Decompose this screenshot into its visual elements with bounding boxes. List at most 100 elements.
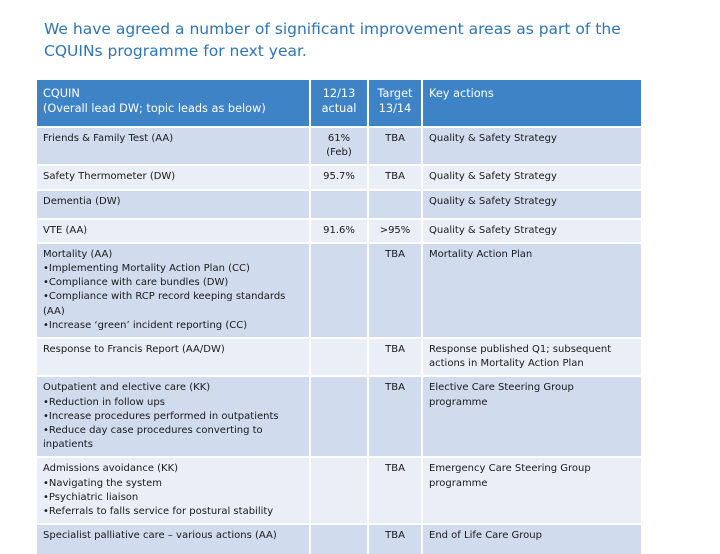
actual-cell: [310, 456, 369, 525]
cquin-name: Specialist palliative care – various act…: [43, 530, 277, 542]
cquin-bullet: •Reduce day case procedures converting t…: [43, 425, 263, 451]
table-header-row: CQUIN (Overall lead DW; topic leads as b…: [37, 80, 641, 127]
actual-cell: 91.6%: [310, 217, 369, 243]
header-actual-label: actual: [321, 102, 357, 115]
cquin-name: Admissions avoidance (KK): [43, 463, 179, 475]
actual-cell: [310, 523, 369, 554]
cquin-bullet: •Compliance with RCP record keeping stan…: [43, 291, 286, 317]
table-row: Response to Francis Report (AA/DW) TBA Res…: [37, 337, 641, 377]
target-value: TBA: [385, 463, 405, 475]
key-action-text: Response published Q1; subsequent: [429, 344, 612, 356]
actual-value: 95.7%: [323, 171, 355, 183]
target-cell: TBA: [368, 241, 423, 339]
key-action-text: Quality & Safety Strategy: [429, 133, 557, 144]
actual-cell: [310, 375, 369, 458]
actual-cell: 95.7%: [310, 164, 369, 190]
table-row: Admissions avoidance (KK) •Navigating the…: [37, 456, 641, 525]
header-target-year: 13/14: [378, 102, 412, 115]
cquin-name: Dementia (DW): [43, 195, 121, 207]
key-actions-cell: Mortality Action Plan: [422, 241, 641, 339]
cquin-cell: Mortality (AA) •Implementing Mortality Ac…: [37, 241, 311, 339]
key-actions-cell: Emergency Care Steering Group programme: [422, 456, 641, 525]
cquin-bullet: •Increase procedures performed in outpat…: [43, 410, 279, 422]
table-row: Specialist palliative care – various act…: [37, 523, 641, 554]
key-actions-cell: Elective Care Steering Group programme: [422, 375, 641, 458]
target-value: TBA: [385, 344, 405, 356]
key-action-text: Mortality Action Plan: [429, 248, 533, 260]
target-cell: [368, 188, 423, 219]
key-actions-cell: Quality & Safety Strategy: [422, 188, 641, 219]
key-action-text: Elective Care Steering Group programme: [429, 382, 574, 408]
header-actual-year: 12/13: [322, 87, 356, 100]
target-cell: >95%: [368, 217, 423, 243]
table-row: Friends & Family Test (AA) 61% (Feb) TBA Qua…: [37, 125, 641, 166]
key-action-text: End of Life Care Group: [429, 530, 542, 542]
cquin-bullet: •Referrals to falls service for postural…: [43, 506, 274, 518]
header-cquin: CQUIN (Overall lead DW; topic leads as b…: [37, 80, 311, 127]
key-action-text: programme: [429, 477, 488, 489]
actual-cell: [310, 337, 369, 377]
header-target: Target 13/14: [368, 80, 423, 127]
target-cell: TBA: [368, 164, 423, 190]
table-row: VTE (AA) 91.6% >95% Quality & Safety Strate…: [37, 217, 641, 243]
cquin-cell: Dementia (DW): [37, 188, 311, 219]
cquin-name: Safety Thermometer (DW): [43, 171, 176, 183]
cquin-cell: Safety Thermometer (DW): [37, 164, 311, 190]
key-actions-cell: End of Life Care Group: [422, 523, 641, 554]
cquin-bullet: •Navigating the system: [43, 477, 162, 489]
target-value: TBA: [385, 382, 405, 394]
target-value: TBA: [385, 133, 405, 144]
target-cell: TBA: [368, 337, 423, 377]
header-actual: 12/13 actual: [310, 80, 369, 127]
target-value: >95%: [379, 224, 411, 236]
cquin-name: Mortality (AA): [43, 248, 113, 260]
cquin-name: Outpatient and elective care (KK): [43, 382, 211, 394]
cquin-cell: Friends & Family Test (AA): [37, 125, 311, 166]
cquin-cell: Response to Francis Report (AA/DW): [37, 337, 311, 377]
cquin-name: Response to Francis Report (AA/DW): [43, 344, 225, 356]
actual-value: 91.6%: [323, 224, 355, 236]
actual-cell: [310, 241, 369, 339]
cquin-cell: Admissions avoidance (KK) •Navigating the…: [37, 456, 311, 525]
cquin-table: CQUIN (Overall lead DW; topic leads as b…: [37, 80, 641, 554]
cquin-cell: Specialist palliative care – various act…: [37, 523, 311, 554]
table-row: Outpatient and elective care (KK) •Reduct…: [37, 375, 641, 458]
cquin-bullet: •Increase ‘green’ incident reporting (CC…: [43, 319, 248, 331]
target-cell: TBA: [368, 523, 423, 554]
key-actions-cell: Quality & Safety Strategy: [422, 164, 641, 190]
header-target-label: Target: [377, 87, 413, 100]
cquin-bullet: •Reduction in follow ups: [43, 396, 165, 408]
cquin-bullet: •Implementing Mortality Action Plan (CC): [43, 263, 250, 275]
key-action-text: Quality & Safety Strategy: [429, 171, 557, 183]
key-action-text: actions in Mortality Action Plan: [429, 358, 584, 370]
actual-cell: 61% (Feb): [310, 125, 369, 166]
actual-value: (Feb): [326, 147, 352, 159]
table-row: Safety Thermometer (DW) 95.7% TBA Quality &…: [37, 164, 641, 190]
cquin-bullet: •Compliance with care bundles (DW): [43, 277, 229, 289]
cquin-cell: VTE (AA): [37, 217, 311, 243]
key-action-text: Quality & Safety Strategy: [429, 195, 557, 207]
key-action-text: Emergency Care Steering Group: [429, 463, 591, 475]
target-value: TBA: [385, 248, 405, 260]
actual-value: 61%: [327, 133, 351, 144]
table-row: Mortality (AA) •Implementing Mortality Ac…: [37, 241, 641, 339]
table-body: Friends & Family Test (AA) 61% (Feb) TBA Qua…: [37, 125, 641, 554]
slide-title: We have agreed a number of significant i…: [44, 20, 621, 60]
key-action-text: Quality & Safety Strategy: [429, 224, 557, 236]
target-cell: TBA: [368, 456, 423, 525]
header-key-actions: Key actions: [422, 80, 641, 127]
header-cquin-subtitle: (Overall lead DW; topic leads as below): [43, 102, 266, 115]
key-actions-cell: Quality & Safety Strategy: [422, 125, 641, 166]
cquin-cell: Outpatient and elective care (KK) •Reduct…: [37, 375, 311, 458]
key-actions-cell: Response published Q1; subsequent actions…: [422, 337, 641, 377]
target-value: TBA: [385, 171, 405, 183]
cquin-name: VTE (AA): [43, 224, 88, 236]
target-cell: TBA: [368, 125, 423, 166]
actual-cell: [310, 188, 369, 219]
table-row: Dementia (DW) Quality & Safety Strategy: [37, 188, 641, 219]
cquin-bullet: •Psychiatric liaison: [43, 491, 139, 503]
target-value: TBA: [385, 530, 405, 542]
key-actions-cell: Quality & Safety Strategy: [422, 217, 641, 243]
header-cquin-title: CQUIN: [43, 87, 80, 100]
target-cell: TBA: [368, 375, 423, 458]
